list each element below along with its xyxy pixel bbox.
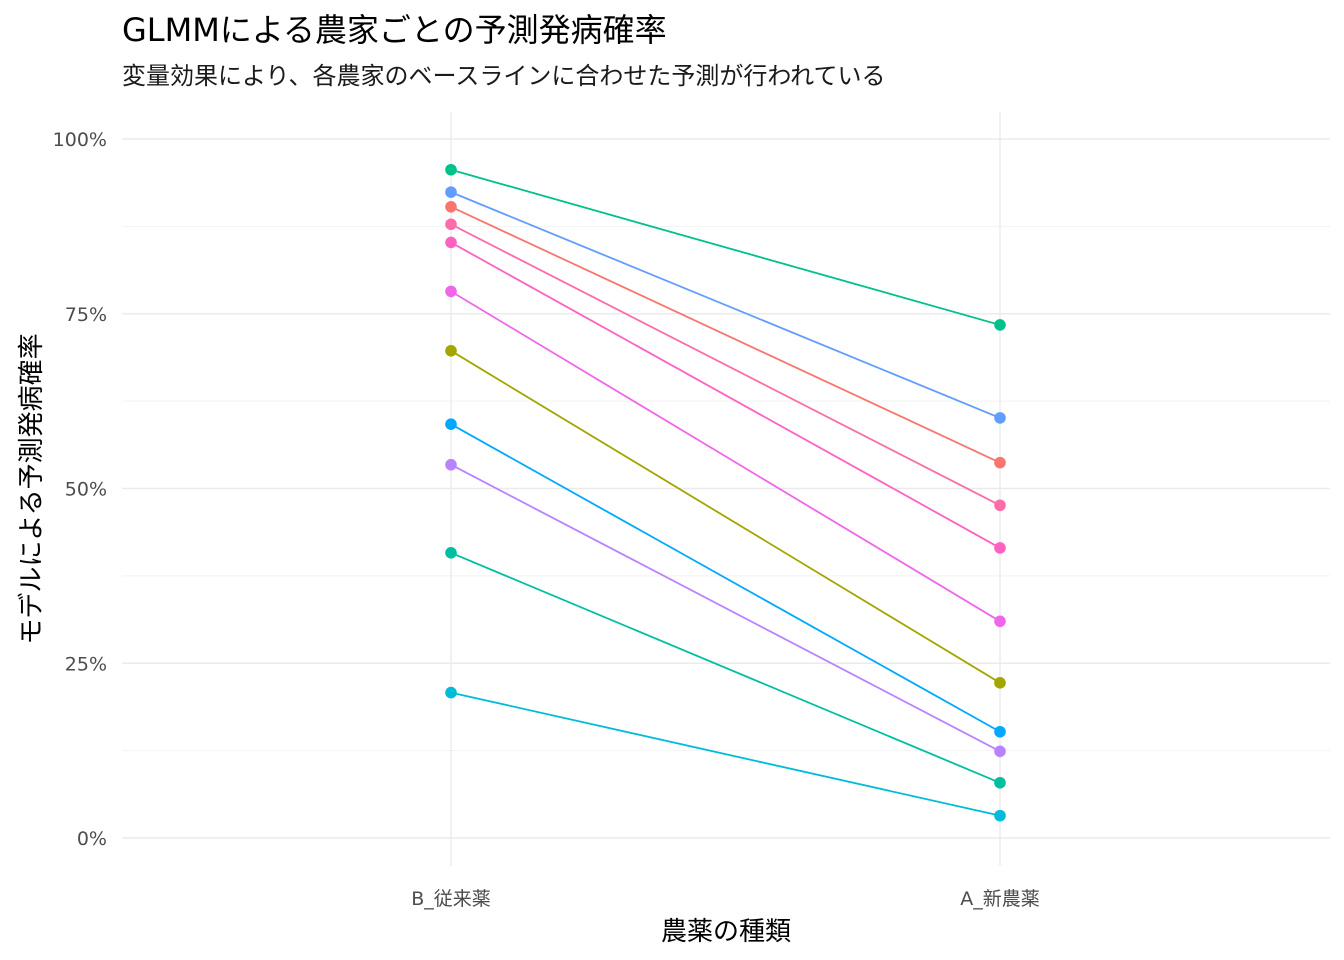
chart-title: GLMMによる農家ごとの予測発病確率: [122, 11, 667, 49]
data-point: [994, 456, 1006, 469]
data-point: [445, 547, 457, 559]
y-tick-label: 0%: [77, 828, 107, 850]
grid: [122, 112, 1330, 866]
data-point: [994, 542, 1006, 554]
series-line: [450, 423, 1001, 733]
data-point: [994, 412, 1006, 424]
data-point: [445, 163, 457, 176]
x-tick-label: B_従来薬: [411, 888, 491, 910]
data-point: [445, 186, 457, 198]
y-tick-label: 100%: [53, 129, 107, 151]
series-line: [450, 241, 1001, 549]
series-line: [450, 205, 1001, 464]
y-axis-title: モデルによる予測発病確率: [17, 333, 47, 644]
series-line: [450, 350, 1001, 684]
series-line: [450, 290, 1001, 623]
x-tick-labels: B_従来薬 A_新農薬: [411, 888, 1040, 910]
data-point: [994, 615, 1006, 628]
data-point: [994, 776, 1006, 789]
data-point: [445, 218, 457, 231]
series: [445, 458, 1006, 758]
series-line: [450, 191, 1001, 419]
data-point: [994, 725, 1006, 738]
y-tick-label: 75%: [65, 304, 107, 326]
y-tick-labels: 0% 25% 50% 75% 100%: [53, 129, 107, 850]
data-point: [445, 686, 457, 699]
series: [445, 344, 1006, 689]
series: [445, 285, 1006, 628]
data-point: [994, 745, 1006, 758]
series: [445, 201, 1006, 469]
chart-subtitle: 変量効果により、各農家のベースラインに合わせた予測が行われている: [122, 62, 885, 90]
data-point: [994, 499, 1006, 512]
series: [445, 236, 1006, 554]
data-point: [445, 418, 457, 430]
series: [445, 163, 1006, 331]
series: [445, 547, 1006, 789]
y-tick-label: 25%: [65, 653, 107, 675]
x-tick-label: A_新農薬: [960, 888, 1040, 910]
series-line: [450, 223, 1001, 507]
data-point: [445, 285, 457, 298]
data-point: [994, 677, 1006, 689]
data-point: [994, 319, 1006, 331]
series: [445, 418, 1006, 738]
data-point: [994, 809, 1006, 822]
series: [445, 686, 1006, 822]
series-line: [450, 691, 1001, 817]
series-layer: [445, 163, 1006, 822]
series-line: [450, 463, 1001, 753]
series: [445, 186, 1006, 424]
data-point: [445, 236, 457, 249]
data-point: [445, 458, 457, 471]
y-tick-label: 50%: [65, 479, 107, 501]
series: [445, 218, 1006, 512]
series-line: [450, 168, 1001, 326]
data-point: [445, 344, 457, 357]
data-point: [445, 201, 457, 213]
series-line: [450, 551, 1001, 784]
x-axis-title: 農薬の種類: [661, 917, 791, 947]
